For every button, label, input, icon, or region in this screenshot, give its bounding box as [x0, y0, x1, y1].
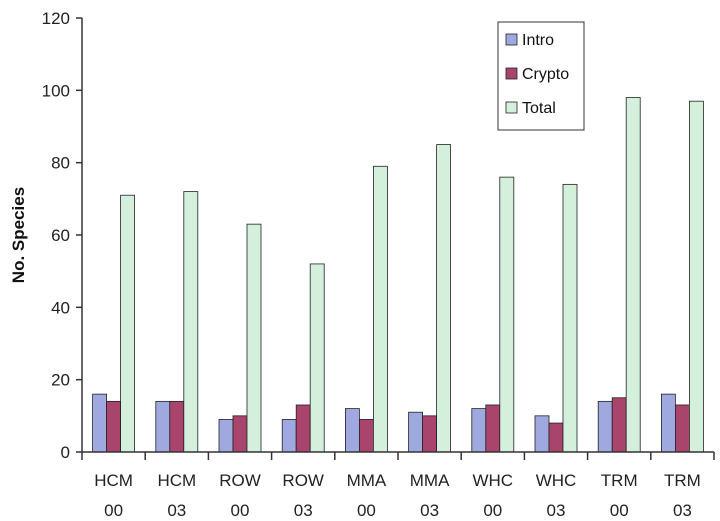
x-tick-label-year: 03: [167, 501, 186, 520]
x-tick-label-year: 00: [483, 501, 502, 520]
bar-intro-trm-03: [661, 393, 676, 453]
bar-total-whc-00: [499, 176, 515, 453]
bar-intro-row-00: [218, 419, 234, 453]
bar-crypto-hcm-00: [106, 400, 121, 453]
bar-total-hcm-00: [120, 194, 135, 453]
y-axis-title: No. Species: [9, 187, 28, 283]
x-tick-label-year: 03: [294, 501, 313, 520]
bar-intro-whc-03: [534, 415, 550, 453]
legend-label-crypto: Crypto: [522, 66, 569, 83]
bar-intro-trm-00: [597, 400, 613, 453]
x-tick-label-site: MMA: [410, 471, 450, 490]
y-tick-label: 80: [51, 154, 70, 173]
bar-total-row-00: [246, 223, 262, 453]
bar-crypto-hcm-03: [169, 400, 185, 453]
x-tick-label-site: HCM: [157, 471, 196, 490]
plot-area: [92, 97, 704, 453]
bar-total-trm-00: [625, 97, 641, 453]
bar-total-hcm-03: [183, 191, 199, 453]
x-tick-label-site: WHC: [472, 471, 513, 490]
bar-total-row-03: [309, 263, 325, 453]
bar-crypto-row-00: [232, 415, 248, 453]
bar-intro-row-03: [281, 419, 297, 453]
axes: 0 20 40 60 80 100 120 HCM 00 HCM 03 ROW 00 ROW 03 MMA 00…: [42, 9, 715, 520]
x-tick-label-year: 03: [547, 501, 566, 520]
x-tick-label-site: WHC: [536, 471, 577, 490]
bar-intro-hcm-00: [92, 393, 107, 453]
x-tick-label-site: HCM: [94, 471, 133, 490]
bar-crypto-trm-03: [675, 404, 690, 453]
bar-crypto-trm-00: [611, 397, 627, 453]
bar-intro-mma-03: [408, 411, 424, 453]
bar-crypto-mma-03: [422, 415, 438, 453]
bar-total-trm-03: [689, 100, 704, 453]
x-tick-label-year: 00: [610, 501, 629, 520]
x-tick-label-year: 03: [420, 501, 439, 520]
bar-intro-mma-00: [344, 408, 360, 453]
x-tick-label-site: ROW: [282, 471, 324, 490]
x-tick-label-year: 03: [673, 501, 692, 520]
bar-intro-hcm-03: [155, 400, 171, 453]
x-tick-label-year: 00: [357, 501, 376, 520]
legend-swatch-total: [505, 101, 518, 114]
bar-crypto-row-03: [295, 404, 311, 453]
bar-total-whc-03: [562, 183, 578, 453]
y-tick-label: 100: [42, 81, 70, 100]
bar-crypto-mma-00: [358, 419, 374, 453]
bar-total-mma-00: [372, 165, 388, 453]
bar-crypto-whc-03: [548, 422, 564, 453]
x-tick-label-site: TRM: [601, 471, 638, 490]
y-tick-label: 120: [42, 9, 70, 28]
legend: Intro Crypto Total: [497, 21, 585, 131]
y-tick-label: 0: [61, 443, 70, 462]
y-tick-label: 40: [51, 298, 70, 317]
x-tick-label-year: 00: [231, 501, 250, 520]
legend-swatch-intro: [505, 33, 518, 46]
bar-total-mma-03: [436, 144, 452, 453]
legend-label-intro: Intro: [522, 32, 554, 49]
x-tick-label-site: ROW: [219, 471, 261, 490]
x-tick-label-site: TRM: [664, 471, 701, 490]
legend-label-total: Total: [522, 100, 556, 117]
legend-swatch-crypto: [505, 67, 518, 80]
x-tick-label-site: MMA: [347, 471, 387, 490]
x-tick-label-year: 00: [104, 501, 123, 520]
bar-crypto-whc-00: [485, 404, 501, 453]
y-tick-label: 20: [51, 371, 70, 390]
y-tick-label: 60: [51, 226, 70, 245]
bar-intro-whc-00: [471, 408, 487, 453]
